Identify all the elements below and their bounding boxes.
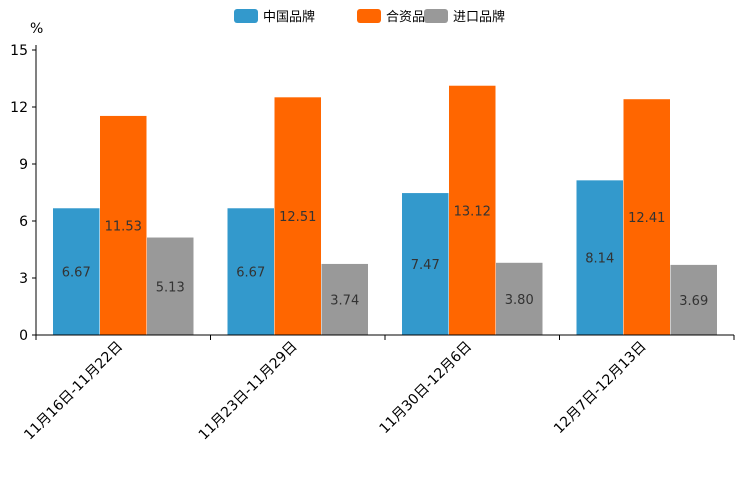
x-tick-label-4: 12月7日-12月13日 bbox=[551, 339, 650, 438]
y-tick-label: 0 bbox=[19, 328, 28, 344]
data-label-2-4: 12.41 bbox=[628, 211, 665, 226]
bar-3-1[interactable] bbox=[147, 237, 194, 335]
bar-1-4[interactable] bbox=[576, 180, 624, 335]
x-axis: 11月16日-11月22日 11月23日-11月29日 11月30日-12月6日 12… bbox=[21, 334, 735, 444]
y-tick-label: 6 bbox=[19, 214, 28, 230]
x-tick-label-3: 11月30日-12月6日 bbox=[377, 339, 476, 438]
legend-label-1: 中国品牌 bbox=[263, 9, 315, 25]
bar-3-2[interactable] bbox=[321, 263, 369, 335]
legend-swatch-3[interactable] bbox=[424, 9, 448, 23]
data-label-1-3: 7.47 bbox=[411, 258, 440, 273]
y-axis-unit: % bbox=[30, 21, 43, 37]
legend: 中国品牌 合资品牌 进口品牌 bbox=[234, 9, 505, 25]
data-label-1-1: 6.67 bbox=[62, 266, 91, 281]
bar-2-2[interactable] bbox=[274, 97, 322, 335]
y-tick-label: 3 bbox=[19, 271, 28, 287]
data-label-2-2: 12.51 bbox=[279, 210, 316, 225]
bar-3-3[interactable] bbox=[496, 262, 543, 335]
y-tick-label: 9 bbox=[19, 157, 28, 173]
bar-2-1[interactable] bbox=[100, 115, 147, 336]
data-label-1-2: 6.67 bbox=[236, 266, 265, 281]
data-label-1-4: 8.14 bbox=[585, 252, 614, 267]
bar-1-3[interactable] bbox=[402, 193, 449, 335]
bar-1-1[interactable] bbox=[53, 208, 100, 335]
bars: 6.67 11.53 5.13 6.67 12.51 3.74 7.47 13.12 3.80 8… bbox=[53, 85, 718, 336]
data-label-2-1: 11.53 bbox=[105, 219, 142, 234]
y-tick-label: 15 bbox=[10, 43, 28, 59]
data-label-3-3: 3.80 bbox=[505, 293, 534, 308]
legend-label-3: 进口品牌 bbox=[453, 9, 505, 25]
legend-swatch-1[interactable] bbox=[234, 9, 258, 23]
x-tick-label-1: 11月16日-11月22日 bbox=[21, 339, 126, 444]
legend-swatch-2[interactable] bbox=[357, 9, 381, 23]
bar-1-2[interactable] bbox=[227, 208, 275, 335]
y-tick-label: 12 bbox=[10, 100, 28, 116]
data-label-3-2: 3.74 bbox=[330, 293, 359, 308]
bar-3-4[interactable] bbox=[670, 264, 718, 335]
data-label-3-4: 3.69 bbox=[679, 294, 708, 309]
y-axis: 0 3 6 9 12 15 bbox=[10, 43, 37, 344]
x-tick-label-2: 11月23日-11月29日 bbox=[196, 339, 301, 444]
data-label-2-3: 13.12 bbox=[454, 204, 491, 219]
data-label-3-1: 5.13 bbox=[156, 280, 185, 295]
bar-2-4[interactable] bbox=[623, 99, 671, 336]
bar-2-3[interactable] bbox=[449, 85, 496, 335]
